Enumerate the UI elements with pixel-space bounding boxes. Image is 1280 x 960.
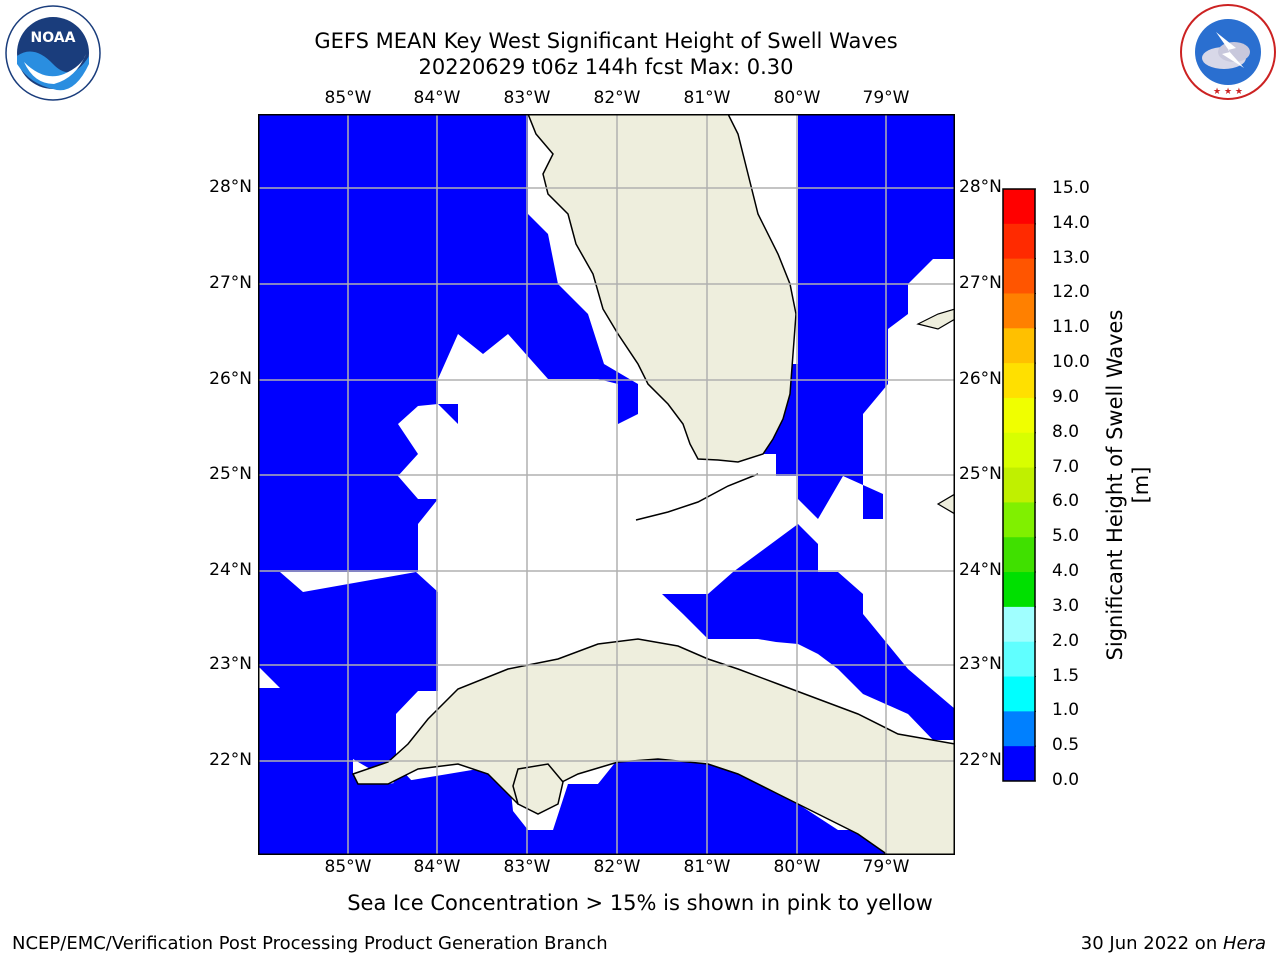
swell-region-se bbox=[798, 804, 888, 855]
lon-label: 82°W bbox=[593, 857, 641, 877]
chart-title: GEFS MEAN Key West Significant Height of… bbox=[314, 29, 898, 53]
lat-label: 27°N bbox=[959, 273, 1002, 293]
colorbar-band bbox=[1003, 432, 1035, 469]
footer-date-text: 30 Jun 2022 on bbox=[1080, 933, 1223, 954]
colorbar-band bbox=[1003, 746, 1035, 782]
lat-label: 25°N bbox=[959, 464, 1002, 484]
footer-producer: NCEP/EMC/Verification Post Processing Pr… bbox=[12, 933, 608, 954]
lon-label: 81°W bbox=[683, 857, 731, 877]
colorbar-band bbox=[1003, 328, 1035, 364]
footer-host: Hera bbox=[1222, 933, 1266, 954]
chart-subtitle: 20220629 t06z 144h fcst Max: 0.30 bbox=[418, 55, 794, 79]
colorbar-tick-label: 7.0 bbox=[1052, 456, 1080, 477]
lat-label: 24°N bbox=[209, 560, 252, 580]
swell-region-atlantic bbox=[754, 114, 955, 519]
lon-label: 83°W bbox=[503, 857, 551, 877]
nws-logo: ★ ★ ★ bbox=[1178, 2, 1278, 106]
lon-label: 85°W bbox=[324, 857, 372, 877]
land-isla-juventud bbox=[512, 763, 564, 815]
swell-region-sw bbox=[508, 759, 818, 855]
lon-label: 82°W bbox=[593, 88, 641, 108]
map-plot bbox=[258, 114, 955, 855]
land-keys bbox=[635, 473, 759, 521]
land-cuba bbox=[351, 638, 955, 855]
swell-region-gulf bbox=[258, 114, 638, 572]
colorbar-band bbox=[1003, 711, 1035, 747]
colorbar-tick-label: 0.0 bbox=[1052, 770, 1080, 790]
colorbar-band bbox=[1003, 537, 1035, 573]
colorbar-band bbox=[1003, 572, 1035, 608]
colorbar-tick-label: 13.0 bbox=[1052, 247, 1090, 268]
colorbar-tick-label: 2.0 bbox=[1052, 630, 1080, 651]
colorbar-band bbox=[1003, 676, 1035, 712]
lon-label: 80°W bbox=[773, 88, 821, 108]
colorbar-band bbox=[1003, 502, 1035, 538]
graticule bbox=[258, 114, 955, 855]
colorbar-band bbox=[1003, 223, 1035, 260]
lon-label: 85°W bbox=[324, 88, 372, 108]
footer-date: 30 Jun 2022 on Hera bbox=[1081, 933, 1266, 954]
colorbar-band bbox=[1003, 641, 1035, 678]
colorbar-band bbox=[1003, 606, 1035, 643]
svg-text:★ ★ ★: ★ ★ ★ bbox=[1213, 87, 1243, 97]
colorbar-band bbox=[1003, 467, 1035, 503]
lon-label: 79°W bbox=[862, 88, 910, 108]
lat-label: 27°N bbox=[209, 273, 252, 293]
colorbar-tick-label: 11.0 bbox=[1052, 317, 1090, 338]
colorbar-tick-label: 10.0 bbox=[1052, 352, 1090, 373]
land-bahamas bbox=[916, 308, 955, 515]
colorbar-tick-label: 5.0 bbox=[1052, 526, 1080, 547]
colorbar-tick-label: 9.0 bbox=[1052, 386, 1080, 407]
colorbar-title: Significant Height of Swell Waves [m] bbox=[1103, 309, 1153, 661]
colorbar-tick-label: 6.0 bbox=[1052, 491, 1080, 512]
colorbar-frame bbox=[1002, 188, 1036, 782]
lat-label: 25°N bbox=[209, 464, 252, 484]
colorbar-band bbox=[1003, 363, 1035, 399]
colorbar-tick-label: 3.0 bbox=[1052, 595, 1080, 616]
lat-label: 26°N bbox=[959, 369, 1002, 389]
sea-ice-note: Sea Ice Concentration > 15% is shown in … bbox=[347, 891, 933, 915]
lon-label: 84°W bbox=[413, 88, 461, 108]
colorbar-band bbox=[1003, 293, 1035, 329]
colorbar bbox=[1002, 188, 1036, 782]
map-frame bbox=[258, 114, 955, 855]
colorbar-tick-label: 8.0 bbox=[1052, 421, 1080, 442]
colorbar-band bbox=[1003, 397, 1035, 434]
colorbar-band bbox=[1003, 189, 1035, 225]
lat-label: 28°N bbox=[959, 177, 1002, 197]
swell-region-straits bbox=[662, 524, 955, 740]
lat-label: 23°N bbox=[209, 654, 252, 674]
lat-label: 26°N bbox=[209, 369, 252, 389]
lon-label: 84°W bbox=[413, 857, 461, 877]
lat-label: 24°N bbox=[959, 560, 1002, 580]
colorbar-tick-label: 12.0 bbox=[1052, 282, 1090, 303]
colorbar-tick-label: 14.0 bbox=[1052, 212, 1090, 233]
lon-label: 80°W bbox=[773, 857, 821, 877]
lat-label: 28°N bbox=[209, 177, 252, 197]
lat-label: 23°N bbox=[959, 654, 1002, 674]
lon-label: 81°W bbox=[683, 88, 731, 108]
noaa-logo: NOAA bbox=[4, 4, 102, 106]
colorbar-tick-label: 15.0 bbox=[1052, 178, 1090, 198]
land-florida bbox=[527, 114, 797, 463]
colorbar-tick-label: 1.0 bbox=[1052, 700, 1080, 721]
svg-text:NOAA: NOAA bbox=[31, 30, 76, 46]
lon-label: 83°W bbox=[503, 88, 551, 108]
colorbar-tick-label: 0.5 bbox=[1052, 735, 1080, 756]
lat-label: 22°N bbox=[209, 750, 252, 770]
colorbar-tick-label: 4.0 bbox=[1052, 561, 1080, 582]
colorbar-tick-label: 1.5 bbox=[1052, 665, 1080, 686]
lon-label: 79°W bbox=[862, 857, 910, 877]
lat-label: 22°N bbox=[959, 750, 1002, 770]
colorbar-band bbox=[1003, 258, 1035, 294]
